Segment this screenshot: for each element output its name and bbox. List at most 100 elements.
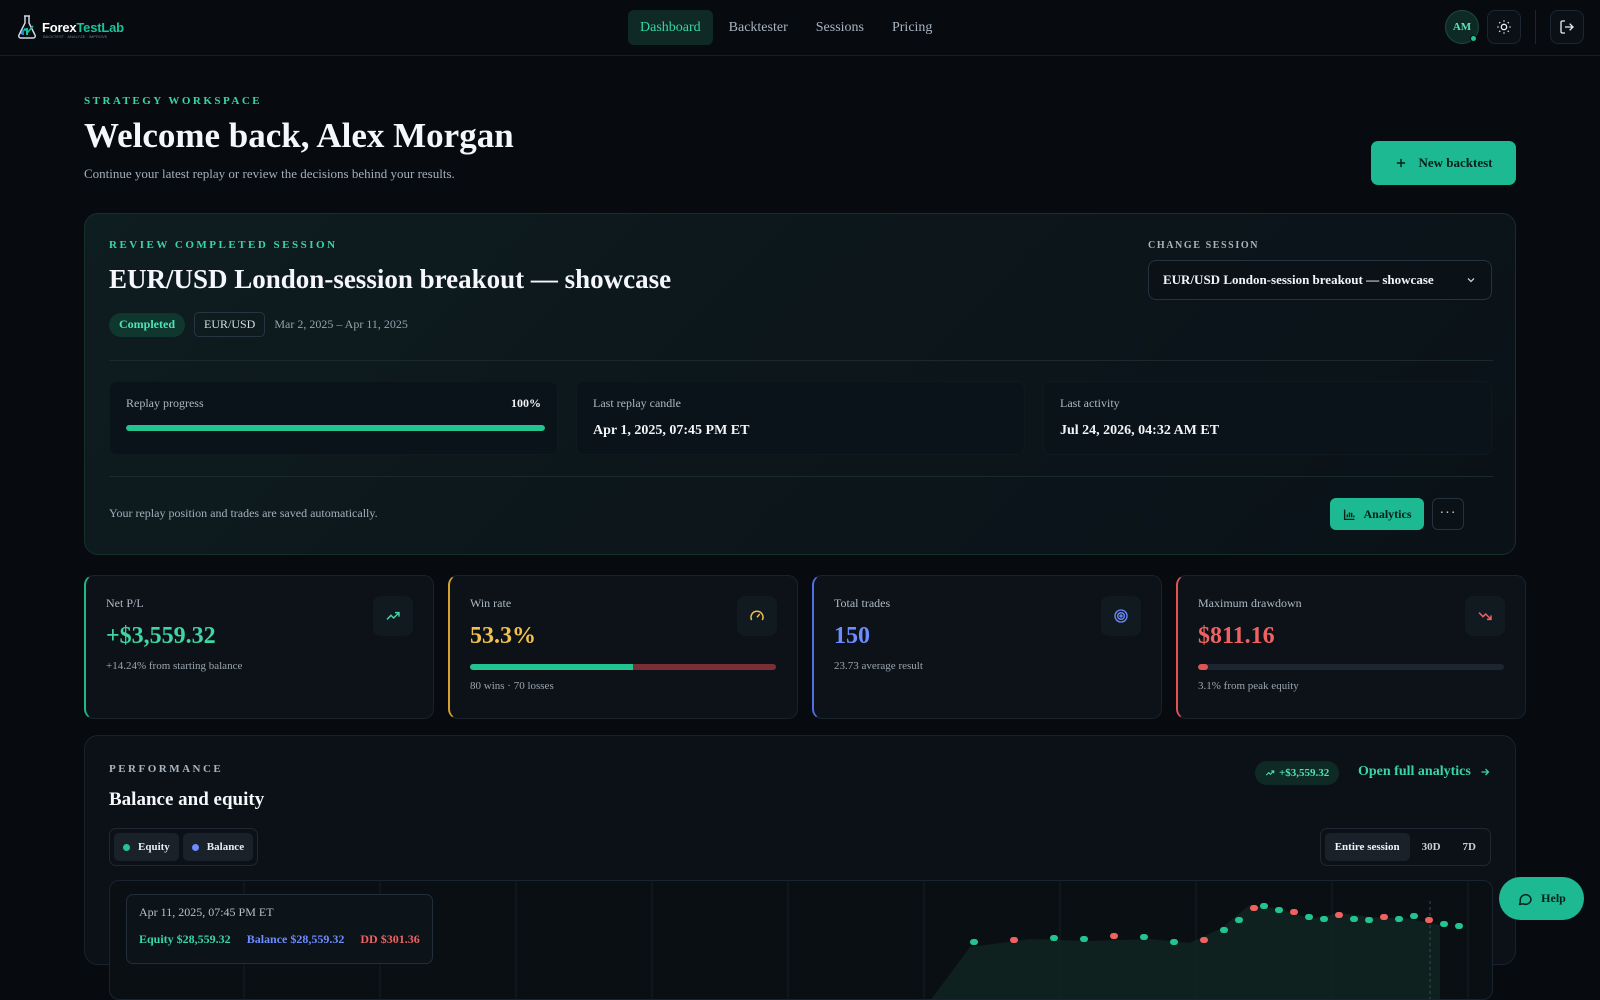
wins-fill: [470, 664, 634, 670]
replay-progress-label: Replay progress: [126, 396, 204, 410]
win-rate-note: 80 wins · 70 losses: [470, 680, 554, 692]
win-rate-value: 53.3%: [470, 623, 536, 649]
logout-button[interactable]: [1550, 10, 1584, 44]
range-7d[interactable]: 7D: [1462, 841, 1476, 853]
analytics-button[interactable]: Analytics: [1330, 498, 1424, 530]
max-drawdown-note: 3.1% from peak equity: [1198, 680, 1299, 692]
last-activity-value: Jul 24, 2026, 04:32 AM ET: [1060, 423, 1220, 438]
equity-candle: [1220, 927, 1228, 933]
autosave-note: Your replay position and trades are save…: [109, 506, 378, 520]
equity-candle: [1395, 916, 1403, 922]
balance-dot: [191, 843, 199, 851]
pl-pill: +$3,559.32: [1255, 761, 1340, 785]
nav-dashboard[interactable]: Dashboard: [628, 10, 713, 45]
equity-candle: [1320, 916, 1328, 922]
total-trades-value: 150: [834, 623, 870, 649]
logout-icon: [1560, 20, 1574, 34]
pair-badge: EUR/USD: [194, 312, 266, 337]
total-trades-icon-box: [1101, 596, 1141, 636]
max-drawdown-card: Maximum drawdown $811.16 3.1% from peak …: [1176, 575, 1526, 719]
session-info-tiles: Replay progress 100% Last replay candle …: [109, 381, 1492, 455]
divider: [109, 476, 1493, 477]
stats-row: Net P/L +$3,559.32 +14.24% from starting…: [84, 575, 1526, 719]
net-pl-note: +14.24% from starting balance: [106, 660, 243, 672]
app-logo[interactable]: ForexTestLab BACKTEST · ANALYZE · IMPROV…: [16, 14, 124, 40]
equity-candle: [1235, 917, 1243, 923]
change-session-label: CHANGE SESSION: [1148, 240, 1260, 251]
series-legend: Equity Balance: [109, 828, 259, 866]
legend-balance-label: Balance: [206, 841, 245, 853]
net-pl-card: Net P/L +$3,559.32 +14.24% from starting…: [84, 575, 434, 719]
theme-toggle-button[interactable]: [1487, 10, 1521, 44]
new-backtest-button[interactable]: New backtest: [1371, 141, 1516, 185]
balance-equity-chart[interactable]: Apr 11, 2025, 07:45 PM ET Equity $28,559…: [109, 880, 1493, 1000]
help-button[interactable]: Help: [1499, 877, 1584, 920]
net-pl-icon-box: [373, 596, 413, 636]
equity-candle: [1200, 937, 1208, 943]
nav-backtester[interactable]: Backtester: [728, 19, 788, 35]
session-select[interactable]: EUR/USD London-session breakout — showca…: [1148, 260, 1492, 300]
session-eyebrow: REVIEW COMPLETED SESSION: [109, 239, 338, 251]
win-rate-icon-box: [737, 596, 777, 636]
target-icon: [1114, 609, 1128, 623]
more-icon: ···: [1439, 506, 1457, 521]
range-30d[interactable]: 30D: [1421, 841, 1441, 853]
session-meta: Completed EUR/USD Mar 2, 2025 – Apr 11, …: [109, 312, 408, 337]
chevron-down-icon: [1467, 278, 1475, 283]
range-entire-session[interactable]: Entire session: [1324, 833, 1410, 861]
legend-equity[interactable]: Equity: [114, 833, 179, 861]
open-full-analytics-label: Open full analytics: [1358, 764, 1471, 779]
last-candle-value: Apr 1, 2025, 07:45 PM ET: [593, 423, 750, 438]
equity-candle: [1350, 916, 1358, 922]
analytics-label: Analytics: [1363, 506, 1412, 521]
logo-flask-icon: [16, 14, 38, 40]
net-pl-value: +$3,559.32: [106, 623, 216, 649]
last-candle-label: Last replay candle: [593, 396, 681, 410]
top-navigation-bar: ForexTestLab BACKTEST · ANALYZE · IMPROV…: [0, 0, 1600, 56]
new-backtest-label: New backtest: [1418, 155, 1493, 170]
tooltip-date: Apr 11, 2025, 07:45 PM ET: [139, 905, 274, 919]
drawdown-fill: [1198, 664, 1208, 670]
more-options-button[interactable]: ···: [1432, 498, 1464, 530]
nav-pricing[interactable]: Pricing: [891, 19, 933, 35]
chat-bubble-icon: [1518, 893, 1532, 905]
equity-candle: [1050, 935, 1058, 941]
avatar-initials: AM: [1452, 21, 1472, 33]
legend-balance[interactable]: Balance: [182, 833, 254, 861]
total-trades-label: Total trades: [834, 596, 891, 610]
equity-area: [931, 905, 1440, 999]
online-status-dot: [1470, 35, 1477, 42]
trending-down-icon: [1478, 612, 1492, 621]
losses-fill: [633, 664, 776, 670]
help-label: Help: [1541, 891, 1566, 905]
time-range-selector: Entire session 30D 7D: [1319, 828, 1491, 866]
arrow-right-icon: [1481, 768, 1490, 776]
pl-pill-value: +$3,559.32: [1279, 767, 1330, 779]
divider: [109, 360, 1493, 361]
nav-sessions[interactable]: Sessions: [815, 19, 864, 35]
equity-candle: [1080, 936, 1088, 942]
sun-icon: [1497, 20, 1511, 34]
avatar[interactable]: AM: [1445, 10, 1479, 44]
session-date-range: Mar 2, 2025 – Apr 11, 2025: [274, 317, 408, 331]
equity-candle: [1250, 905, 1258, 911]
equity-candle: [1380, 914, 1388, 920]
equity-candle: [1410, 913, 1418, 919]
workspace-eyebrow: STRATEGY WORKSPACE: [84, 95, 263, 107]
main-nav: Dashboard Backtester Sessions Pricing: [628, 10, 944, 45]
performance-eyebrow: PERFORMANCE: [109, 763, 224, 775]
equity-candle: [1275, 907, 1283, 913]
replay-progress-value: 100%: [511, 396, 541, 410]
total-trades-card: Total trades 150 23.73 average result: [812, 575, 1162, 719]
equity-candle: [1425, 917, 1433, 923]
equity-dot: [123, 843, 130, 851]
win-rate-label: Win rate: [470, 596, 512, 610]
open-full-analytics-link[interactable]: Open full analytics: [1358, 764, 1491, 780]
equity-candle: [1140, 934, 1148, 940]
trending-up-icon: [1265, 770, 1275, 776]
last-candle-tile: Last replay candle Apr 1, 2025, 07:45 PM…: [576, 381, 1025, 455]
equity-candle: [1455, 923, 1463, 929]
page-subtitle: Continue your latest replay or review th…: [84, 166, 455, 181]
session-select-value: EUR/USD London-session breakout — showca…: [1163, 272, 1434, 287]
logo-tagline: BACKTEST · ANALYZE · IMPROVE: [43, 34, 108, 39]
